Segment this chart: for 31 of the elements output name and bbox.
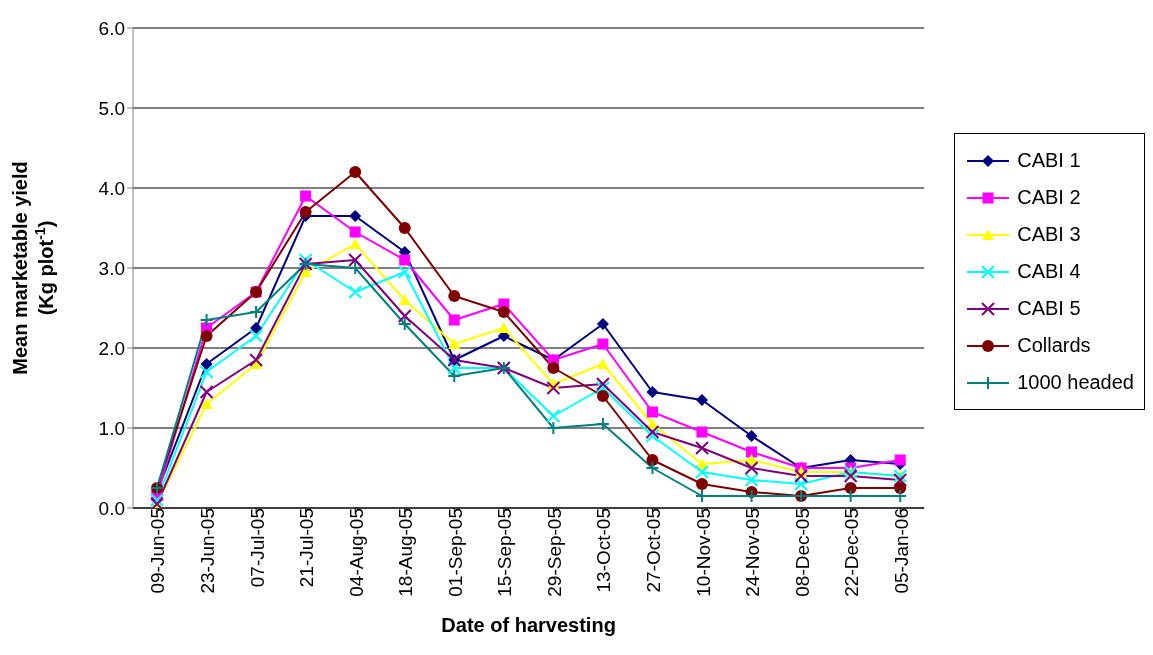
- y-tick-label: 4.0: [98, 177, 125, 199]
- legend-label: CABI 3: [1017, 223, 1081, 246]
- x-tick-label: 29-Sep-05: [543, 508, 565, 597]
- x-tick-label: 13-Oct-05: [593, 508, 615, 593]
- legend-label: CABI 2: [1017, 186, 1081, 209]
- legend-label: 1000 headed: [1017, 371, 1134, 394]
- x-tick-label: 18-Aug-05: [395, 508, 417, 597]
- y-tick-label: 3.0: [98, 257, 125, 279]
- legend-label: CABI 1: [1017, 149, 1081, 172]
- x-tick-label: 01-Sep-05: [444, 508, 466, 597]
- x-tick-label: 05-Jan-06: [890, 508, 912, 594]
- x-tick-label: 09-Jun-05: [147, 508, 169, 594]
- x-tick-label: 10-Nov-05: [692, 508, 714, 597]
- y-tick-label: 0.0: [98, 497, 125, 519]
- y-tick-label: 2.0: [98, 337, 125, 359]
- legend-label: CABI 4: [1017, 260, 1081, 283]
- legend-label: CABI 5: [1017, 297, 1081, 320]
- x-tick-label: 08-Dec-05: [791, 508, 813, 597]
- x-tick-label: 23-Jun-05: [197, 508, 219, 594]
- y-tick-label: 6.0: [98, 17, 125, 39]
- y-tick-label: 5.0: [98, 97, 125, 119]
- x-tick-label: 21-Jul-05: [296, 508, 318, 588]
- x-axis-title: Date of harvesting: [441, 614, 616, 637]
- x-tick-label: 27-Oct-05: [642, 508, 664, 593]
- x-tick-label: 04-Aug-05: [345, 508, 367, 597]
- x-tick-label: 07-Jul-05: [246, 508, 268, 588]
- x-tick-label: 15-Sep-05: [494, 508, 516, 597]
- x-tick-label: 24-Nov-05: [742, 508, 764, 597]
- legend-label: Collards: [1017, 334, 1091, 357]
- y-tick-label: 1.0: [98, 417, 125, 439]
- x-tick-label: 22-Dec-05: [841, 508, 863, 597]
